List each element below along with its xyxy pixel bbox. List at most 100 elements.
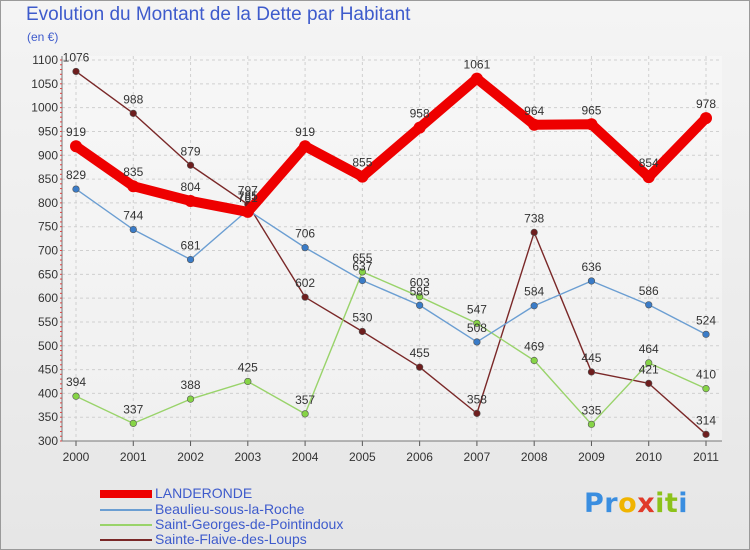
- data-label: 919: [295, 125, 315, 139]
- data-point: [241, 205, 254, 218]
- legend-swatch-saint-georges-de-pointindoux: [100, 524, 152, 526]
- data-point: [530, 356, 538, 365]
- x-tick-label: 2001: [120, 450, 147, 464]
- data-label: 958: [410, 107, 430, 121]
- data-point: [416, 293, 424, 301]
- data-point: [528, 118, 541, 131]
- data-label: 829: [66, 168, 86, 182]
- data-point: [186, 161, 195, 169]
- data-point: [129, 109, 137, 117]
- data-point: [473, 319, 481, 327]
- y-tick-label: 350: [38, 410, 58, 424]
- data-label: 744: [123, 209, 143, 223]
- data-point: [702, 330, 710, 338]
- y-tick-label: 950: [38, 124, 58, 138]
- data-label: 835: [123, 165, 143, 179]
- data-point: [645, 359, 653, 367]
- data-point: [530, 228, 538, 237]
- data-label: 464: [639, 342, 659, 356]
- data-point: [186, 255, 195, 264]
- data-point: [587, 277, 596, 285]
- logo-letter: x: [637, 488, 656, 519]
- data-point: [473, 409, 481, 417]
- data-point: [587, 420, 596, 428]
- y-tick-label: 650: [38, 267, 58, 281]
- y-tick-label: 800: [38, 196, 58, 210]
- data-point: [129, 225, 137, 234]
- data-label: 636: [581, 260, 601, 274]
- data-label: 455: [410, 346, 430, 360]
- x-tick-label: 2010: [635, 450, 662, 464]
- data-label: 965: [581, 103, 601, 117]
- y-tick-label: 850: [38, 172, 58, 186]
- logo-letter: o: [618, 488, 638, 519]
- data-point: [127, 180, 140, 193]
- series-line: [75, 271, 707, 426]
- y-tick-label: 1050: [31, 77, 58, 91]
- data-point: [301, 410, 309, 418]
- data-point: [70, 140, 82, 153]
- data-point: [642, 171, 655, 184]
- data-point: [587, 368, 596, 376]
- logo-letter: P: [584, 488, 605, 519]
- data-point: [585, 118, 598, 131]
- plot-area: [62, 56, 722, 441]
- y-tick-label: 700: [38, 244, 58, 258]
- data-label: 547: [467, 302, 487, 316]
- data-label: 394: [66, 375, 86, 389]
- series-line: [71, 73, 711, 217]
- data-label: 337: [123, 402, 143, 416]
- data-point: [301, 244, 309, 252]
- x-tick-label: 2007: [464, 450, 491, 464]
- legend-swatch-landeronde: [100, 490, 152, 498]
- data-point: [700, 112, 712, 125]
- data-label: 785: [238, 189, 258, 203]
- data-point: [645, 379, 653, 387]
- y-tick-label: 600: [38, 291, 58, 305]
- x-tick-label: 2000: [63, 450, 90, 464]
- data-label: 681: [181, 239, 201, 253]
- x-tick-label: 2009: [578, 450, 605, 464]
- y-tick-label: 1100: [32, 53, 58, 67]
- data-point: [416, 301, 424, 309]
- data-label: 585: [410, 284, 430, 298]
- data-point: [72, 185, 80, 193]
- data-label: 854: [639, 156, 659, 170]
- series-line: [75, 188, 707, 343]
- x-tick-label: 2008: [521, 450, 548, 464]
- data-label: 978: [696, 97, 716, 111]
- legend-swatch-sainte-flaive-des-loups: [100, 539, 152, 541]
- x-tick-label: 2003: [234, 450, 261, 464]
- chart-title: Evolution du Montant de la Dette par Hab…: [26, 4, 411, 25]
- data-label: 988: [123, 92, 143, 106]
- data-label: 879: [181, 144, 201, 158]
- x-tick-label: 2006: [406, 450, 433, 464]
- legend-label-beaulieu-sous-la-roche: Beaulieu-sous-la-Roche: [155, 501, 305, 517]
- x-tick-label: 2005: [349, 450, 376, 464]
- data-point: [702, 430, 710, 438]
- data-label: 388: [181, 378, 201, 392]
- data-point: [129, 419, 137, 427]
- data-label: 530: [352, 310, 372, 324]
- data-point: [244, 377, 252, 386]
- logo-letter: r: [604, 488, 619, 519]
- data-label: 655: [352, 251, 372, 265]
- data-point: [72, 67, 80, 76]
- series-line: [75, 70, 707, 436]
- y-tick-label: 400: [38, 386, 58, 400]
- data-label: 1076: [63, 50, 90, 64]
- logo-letter: i: [655, 488, 665, 519]
- data-point: [416, 363, 424, 371]
- data-point: [473, 338, 481, 346]
- data-label: 637: [352, 260, 372, 274]
- data-point: [301, 293, 309, 301]
- data-label: 804: [181, 180, 201, 194]
- y-tick-label: 750: [38, 220, 58, 234]
- data-label: 357: [295, 393, 315, 407]
- data-label: 524: [696, 313, 716, 327]
- y-tick-label: 1000: [31, 101, 58, 115]
- data-label: 358: [467, 392, 487, 406]
- proxiti-logo: Proxiti: [584, 488, 688, 519]
